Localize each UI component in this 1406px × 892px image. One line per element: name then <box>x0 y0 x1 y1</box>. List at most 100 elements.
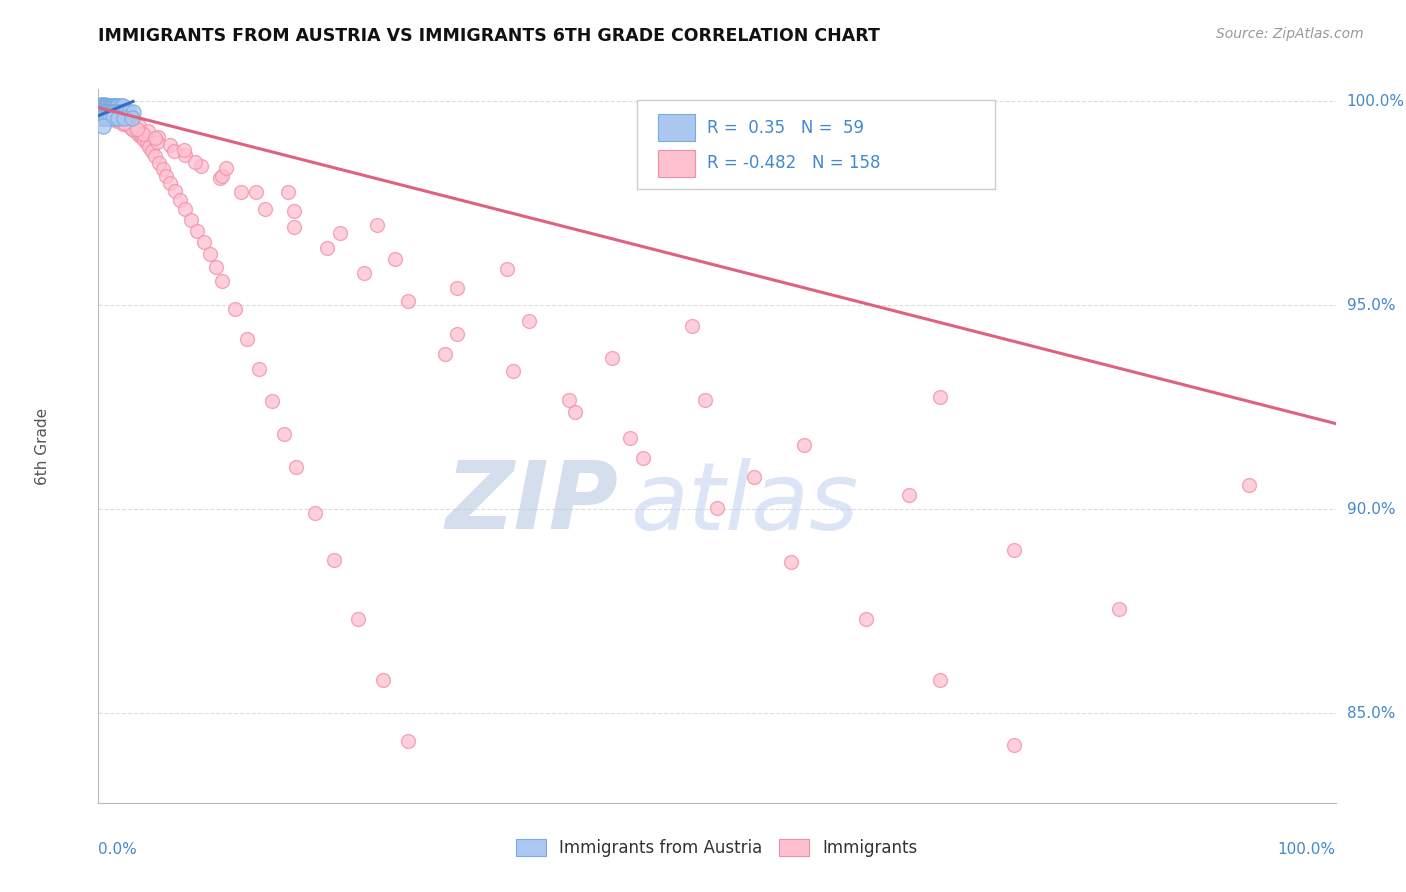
Point <box>136 124 159 138</box>
Point <box>98 109 121 123</box>
Point <box>121 121 143 136</box>
Point <box>98 104 121 119</box>
Point <box>103 104 125 119</box>
Point <box>93 104 115 119</box>
Point <box>105 98 128 112</box>
Point <box>396 734 419 748</box>
Point <box>101 98 124 112</box>
Point <box>322 553 344 567</box>
Point <box>131 130 153 145</box>
Point <box>433 347 456 361</box>
Point <box>446 281 468 295</box>
Point <box>103 106 125 120</box>
Text: 90.0%: 90.0% <box>1347 501 1395 516</box>
Point <box>91 97 114 112</box>
Point <box>132 128 155 142</box>
Point <box>159 176 181 190</box>
Point <box>143 149 166 163</box>
Point <box>1002 738 1025 752</box>
FancyBboxPatch shape <box>637 100 995 189</box>
Point <box>631 450 654 465</box>
Point <box>98 111 121 125</box>
Point <box>793 438 815 452</box>
Point <box>122 121 145 136</box>
Point <box>304 506 326 520</box>
Point <box>97 104 120 119</box>
Point <box>100 104 122 119</box>
Point <box>107 98 129 112</box>
Point <box>190 159 212 173</box>
Point <box>112 117 135 131</box>
Point <box>224 302 246 317</box>
Point <box>94 104 117 119</box>
Point <box>93 98 115 112</box>
Point <box>211 169 233 183</box>
Point <box>112 116 135 130</box>
Point <box>145 135 167 149</box>
Point <box>107 111 129 125</box>
Point <box>146 130 169 145</box>
Point <box>104 112 127 126</box>
Point <box>446 326 468 341</box>
Point <box>125 125 148 139</box>
Point <box>120 120 142 134</box>
Text: R = -0.482   N = 158: R = -0.482 N = 158 <box>707 154 880 172</box>
Point <box>245 185 267 199</box>
Point <box>285 460 308 475</box>
Point <box>97 98 120 112</box>
Point <box>93 98 115 112</box>
Point <box>283 204 305 219</box>
Point <box>94 107 117 121</box>
Point <box>96 98 118 112</box>
Point <box>101 104 124 119</box>
Legend: Immigrants from Austria, Immigrants: Immigrants from Austria, Immigrants <box>508 831 927 866</box>
Point <box>329 226 352 240</box>
Point <box>110 108 132 122</box>
Point <box>121 120 143 135</box>
Point <box>427 805 450 820</box>
Point <box>124 123 146 137</box>
Point <box>122 104 145 119</box>
Point <box>89 104 111 119</box>
Point <box>90 98 112 112</box>
Point <box>169 193 191 207</box>
Point <box>502 363 524 377</box>
Point <box>93 111 115 125</box>
Point <box>112 111 135 125</box>
Point <box>347 612 370 626</box>
Point <box>93 102 115 116</box>
Point <box>112 98 135 112</box>
Point <box>91 111 114 125</box>
Point <box>247 362 270 376</box>
Point <box>90 104 112 119</box>
Point <box>96 99 118 113</box>
Point <box>186 224 208 238</box>
Point <box>93 99 115 113</box>
Point <box>104 98 127 112</box>
Point <box>138 140 160 154</box>
Point <box>118 104 141 119</box>
Text: IMMIGRANTS FROM AUSTRIA VS IMMIGRANTS 6TH GRADE CORRELATION CHART: IMMIGRANTS FROM AUSTRIA VS IMMIGRANTS 6T… <box>98 27 880 45</box>
Point <box>91 98 114 112</box>
Point <box>128 128 150 142</box>
Point <box>180 212 202 227</box>
Point <box>91 104 114 119</box>
Point <box>114 116 136 130</box>
Point <box>205 260 228 275</box>
Point <box>93 104 115 119</box>
Point <box>277 185 299 199</box>
Text: 85.0%: 85.0% <box>1347 706 1395 721</box>
Point <box>93 101 115 115</box>
Point <box>114 104 136 119</box>
Point <box>396 294 419 309</box>
Point <box>897 488 920 502</box>
Point <box>1108 602 1130 616</box>
Point <box>96 104 118 119</box>
Point <box>121 114 143 128</box>
Point <box>148 155 170 169</box>
Point <box>101 106 124 120</box>
Point <box>118 119 141 133</box>
Point <box>1002 543 1025 558</box>
Point <box>90 111 112 125</box>
Bar <box>658 114 695 141</box>
